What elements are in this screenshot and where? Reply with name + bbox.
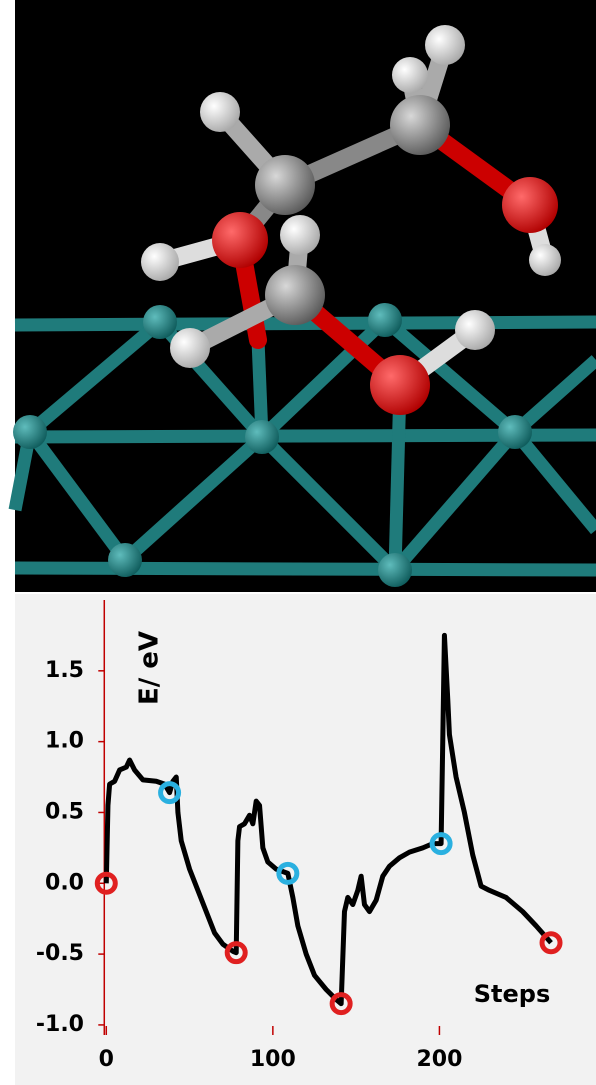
- page: {"chart_data": {"type": "line", "x_label…: [0, 0, 596, 1085]
- x-tick-label: 200: [416, 1047, 462, 1072]
- y-axis-label: E/ eV: [135, 631, 165, 705]
- x-axis-label: Steps: [474, 980, 551, 1008]
- y-tick-label: 1.5: [45, 658, 84, 683]
- y-tick-label: 0.5: [45, 799, 84, 824]
- plot-background: [15, 594, 596, 1085]
- y-tick-label: 1.0: [45, 729, 84, 754]
- figure: E/ eV Steps -1.0 -0.5 0.0 0.5 1.0 1.5 0 100 200: [0, 0, 596, 1085]
- x-tick-label: 100: [250, 1047, 296, 1072]
- x-tick-label: 0: [99, 1047, 114, 1072]
- y-tick-label: -1.0: [36, 1012, 84, 1037]
- y-tick-label: 0.0: [45, 870, 84, 895]
- y-tick-label: -0.5: [36, 941, 84, 966]
- molecule-render: [13, 0, 596, 592]
